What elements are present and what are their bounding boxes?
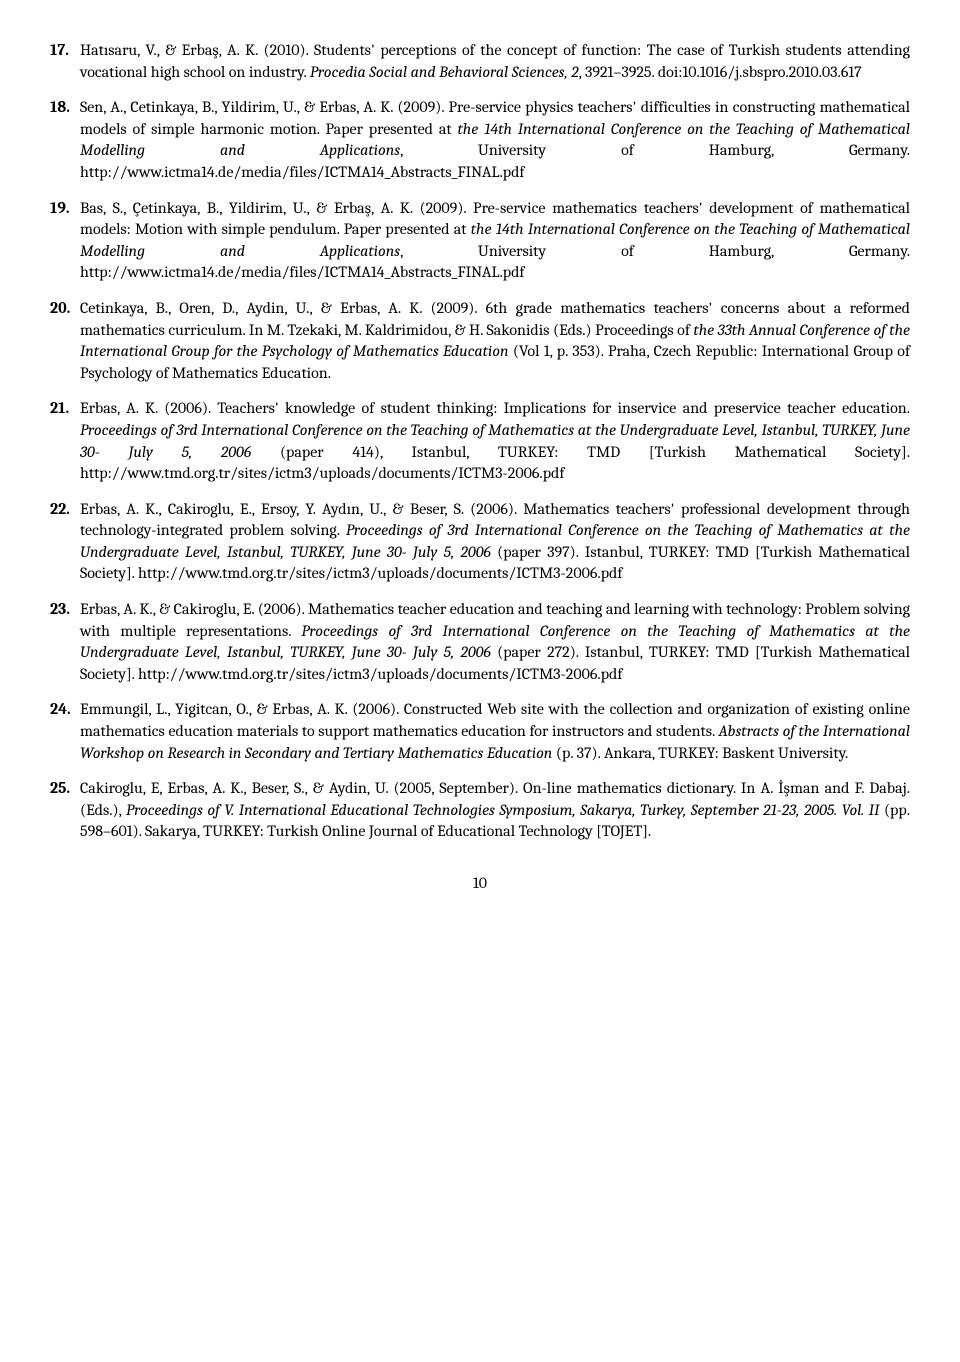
reference-number: 23. bbox=[50, 599, 70, 621]
reference-item: 18.Sen, A., Cetinkaya, B., Yildirim, U.,… bbox=[50, 97, 910, 183]
reference-number: 24. bbox=[50, 699, 71, 721]
reference-text: , 3921–3925. doi:10.1016/j.sbspro.2010.0… bbox=[579, 63, 862, 81]
reference-number: 22. bbox=[50, 499, 70, 521]
reference-item: 17.Hatısaru, V., & Erbaş, A. K. (2010). … bbox=[50, 40, 910, 83]
reference-item: 25.Cakiroglu, E, Erbas, A. K., Beser, S.… bbox=[50, 778, 910, 843]
page-number: 10 bbox=[50, 873, 910, 895]
reference-item: 20.Cetinkaya, B., Oren, D., Aydin, U., &… bbox=[50, 298, 910, 384]
reference-number: 17. bbox=[50, 40, 69, 62]
reference-item: 23.Erbas, A. K., & Cakiroglu, E. (2006).… bbox=[50, 599, 910, 685]
reference-item: 22.Erbas, A. K., Cakiroglu, E., Ersoy, Y… bbox=[50, 499, 910, 585]
reference-list: 17.Hatısaru, V., & Erbaş, A. K. (2010). … bbox=[50, 40, 910, 843]
reference-text: Erbas, A. K. (2006). Teachers' knowledge… bbox=[80, 399, 910, 417]
reference-item: 24.Emmungil, L., Yigitcan, O., & Erbas, … bbox=[50, 699, 910, 764]
reference-number: 19. bbox=[50, 198, 70, 220]
reference-item: 19.Bas, S., Çetinkaya, B., Yildirim, U.,… bbox=[50, 198, 910, 284]
reference-number: 25. bbox=[50, 778, 70, 800]
reference-italic-text: Procedia Social and Behavioral Sciences,… bbox=[310, 63, 579, 81]
reference-number: 21. bbox=[50, 398, 69, 420]
reference-number: 18. bbox=[50, 97, 70, 119]
reference-item: 21. Erbas, A. K. (2006). Teachers' knowle… bbox=[50, 398, 910, 484]
reference-text: (p. 37). Ankara, TURKEY: Baskent Univers… bbox=[556, 744, 848, 762]
reference-italic-text: Proceedings of V. International Educatio… bbox=[126, 801, 884, 819]
reference-number: 20. bbox=[50, 298, 70, 320]
